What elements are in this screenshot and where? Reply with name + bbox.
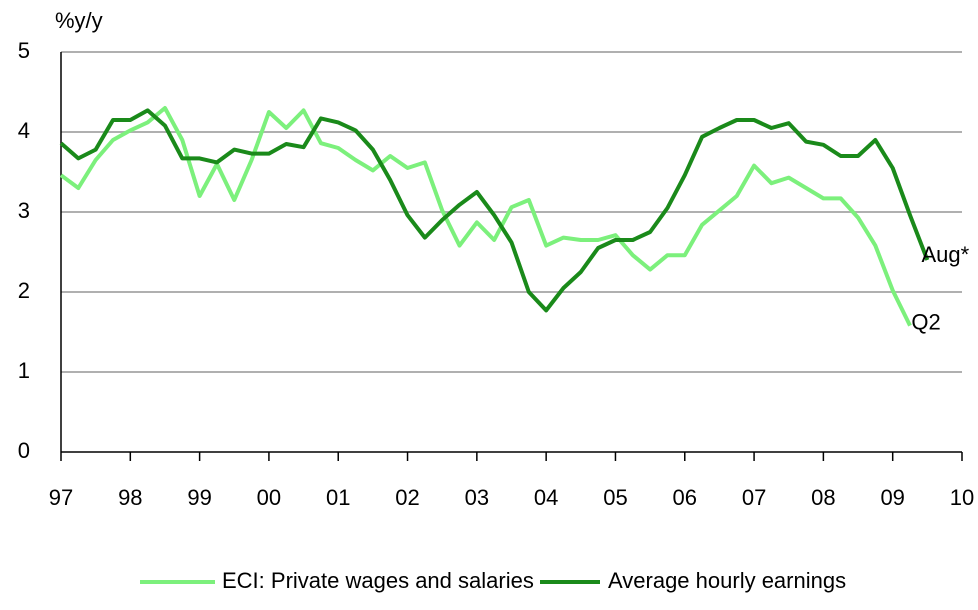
- x-tick-label: 06: [673, 485, 697, 510]
- x-tick-label: 07: [742, 485, 766, 510]
- series-line: [59, 106, 912, 327]
- legend-label: ECI: Private wages and salaries: [222, 568, 534, 593]
- x-tick-label: 99: [187, 485, 211, 510]
- y-tick-label: 5: [18, 38, 30, 63]
- y-tick-label: 2: [18, 278, 30, 303]
- y-tick-label: 3: [18, 198, 30, 223]
- x-tick-label: 04: [534, 485, 558, 510]
- x-tick-label: 09: [880, 485, 904, 510]
- end-label: Q2: [911, 309, 940, 334]
- x-tick-label: 98: [118, 485, 142, 510]
- y-axis-label: %y/y: [55, 8, 103, 33]
- y-tick-label: 4: [18, 118, 30, 143]
- x-tick-label: 02: [395, 485, 419, 510]
- end-label: Aug*: [921, 242, 969, 267]
- y-tick-label: 0: [18, 438, 30, 463]
- x-tick-label: 03: [465, 485, 489, 510]
- x-tick-label: 10: [950, 485, 974, 510]
- legend-label: Average hourly earnings: [608, 568, 846, 593]
- x-tick-label: 05: [603, 485, 627, 510]
- x-tick-label: 00: [257, 485, 281, 510]
- x-tick-label: 01: [326, 485, 350, 510]
- x-tick-label: 08: [811, 485, 835, 510]
- series-line: [59, 108, 930, 313]
- x-tick-label: 97: [49, 485, 73, 510]
- y-tick-label: 1: [18, 358, 30, 383]
